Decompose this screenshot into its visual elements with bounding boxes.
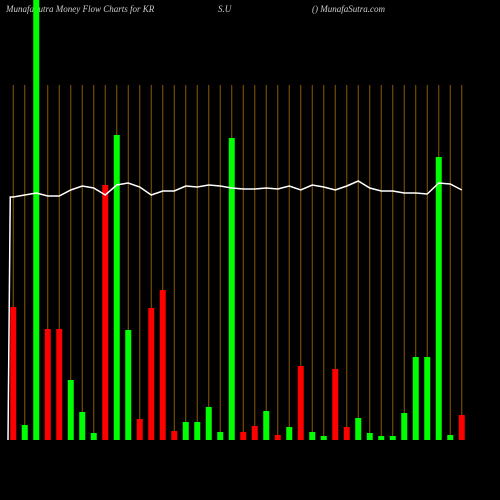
bar bbox=[217, 432, 224, 440]
bar bbox=[136, 419, 143, 440]
bar bbox=[355, 418, 362, 440]
source: () MunafaSutra.com bbox=[312, 4, 385, 14]
bar bbox=[102, 185, 109, 440]
bar bbox=[205, 407, 212, 440]
bar bbox=[171, 431, 178, 440]
bar bbox=[343, 427, 350, 440]
bar bbox=[194, 422, 201, 440]
bar bbox=[366, 433, 373, 440]
bar bbox=[148, 308, 155, 440]
bar bbox=[159, 290, 166, 440]
bar bbox=[458, 415, 465, 440]
bar bbox=[228, 138, 235, 440]
bar bbox=[412, 357, 419, 440]
bar bbox=[389, 436, 396, 440]
symbol: S.U bbox=[218, 4, 232, 14]
bar bbox=[67, 380, 74, 440]
bar bbox=[309, 432, 316, 440]
bar bbox=[44, 329, 51, 440]
bar bbox=[10, 307, 17, 440]
bar bbox=[424, 357, 431, 440]
bar bbox=[447, 435, 454, 440]
bar bbox=[21, 425, 28, 440]
bar bbox=[90, 433, 97, 440]
chart-title: MunafaSutra Money Flow Charts for KR bbox=[5, 4, 155, 14]
bar bbox=[56, 329, 63, 440]
bar bbox=[263, 411, 270, 440]
bar bbox=[33, 0, 40, 440]
bar bbox=[435, 157, 442, 440]
bar bbox=[125, 330, 132, 440]
bar bbox=[79, 412, 86, 440]
bar bbox=[297, 366, 304, 440]
bar bbox=[378, 436, 385, 440]
bar bbox=[274, 435, 281, 440]
bar bbox=[251, 426, 258, 440]
bar bbox=[401, 413, 408, 440]
bar bbox=[113, 135, 120, 440]
bar bbox=[332, 369, 339, 440]
money-flow-line bbox=[7, 180, 463, 441]
bar bbox=[320, 436, 327, 440]
bar bbox=[182, 422, 189, 440]
bar bbox=[240, 432, 247, 440]
bar bbox=[286, 427, 293, 440]
